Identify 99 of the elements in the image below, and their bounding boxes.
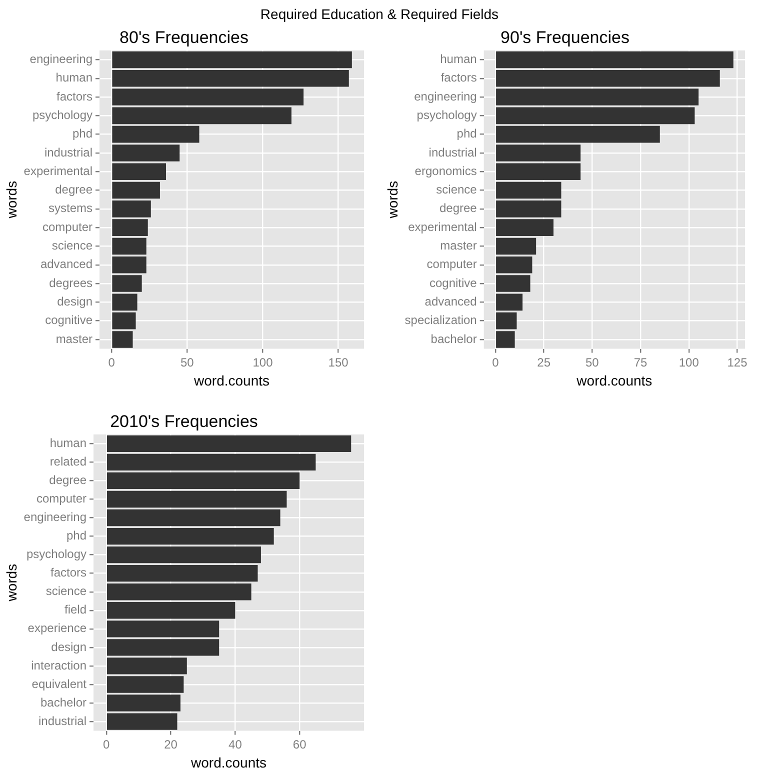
- bar: [107, 509, 280, 526]
- x-axis-title: word.counts: [190, 754, 266, 770]
- bar: [112, 238, 146, 255]
- bar: [112, 51, 352, 68]
- bar: [496, 126, 660, 143]
- y-tick-label: psychology: [416, 108, 477, 122]
- y-tick-label: equivalent: [32, 676, 88, 691]
- y-tick-label: human: [440, 52, 477, 66]
- y-tick-label: bachelor: [40, 695, 87, 710]
- y-axis-title: words: [3, 564, 20, 602]
- y-tick-label: phd: [456, 126, 477, 141]
- bar: [496, 312, 517, 330]
- y-tick-label: factors: [50, 566, 87, 580]
- x-tick-label: 50: [180, 355, 194, 370]
- y-tick-label: advanced: [40, 257, 92, 272]
- y-tick-label: design: [57, 294, 92, 308]
- chart-title: 90's Frequencies: [500, 28, 630, 47]
- bar: [107, 454, 316, 471]
- y-tick-label: engineering: [414, 89, 477, 104]
- y-tick-label: computer: [42, 220, 92, 234]
- x-tick-label: 20: [164, 737, 178, 752]
- bar: [112, 331, 133, 348]
- bar: [107, 565, 258, 582]
- bar: [112, 182, 160, 199]
- bar: [496, 107, 695, 124]
- y-tick-label: engineering: [24, 510, 87, 524]
- y-tick-label: cognitive: [45, 313, 93, 328]
- y-tick-label: computer: [426, 257, 477, 272]
- y-tick-label: degree: [49, 473, 87, 488]
- x-tick-label: 0: [103, 737, 110, 752]
- y-tick-label: engineering: [30, 52, 92, 66]
- x-axis-title: word.counts: [193, 372, 270, 388]
- y-tick-label: related: [50, 454, 87, 468]
- y-tick-label: master: [56, 332, 92, 346]
- y-tick-label: psychology: [32, 108, 92, 122]
- x-tick-label: 60: [292, 737, 307, 752]
- y-tick-label: advanced: [424, 294, 477, 308]
- y-tick-label: experience: [28, 621, 87, 636]
- bar: [112, 107, 292, 124]
- text: Required Education & Required Fields: [259, 6, 500, 22]
- bar: [107, 528, 274, 545]
- y-tick-label: experimental: [24, 164, 92, 178]
- x-tick-label: 100: [252, 355, 274, 370]
- y-tick-label: industrial: [38, 714, 87, 728]
- y-tick-label: human: [50, 436, 87, 450]
- bar: [112, 312, 136, 330]
- y-tick-label: phd: [72, 126, 92, 141]
- y-tick-label: interaction: [31, 658, 87, 672]
- y-tick-label: degree: [439, 201, 478, 216]
- bar: [107, 620, 220, 638]
- y-tick-label: computer: [36, 492, 87, 506]
- y-tick-label: bachelor: [430, 332, 477, 346]
- y-tick-label: science: [46, 584, 87, 598]
- y-tick-label: factors: [440, 70, 477, 85]
- bar: [496, 51, 734, 68]
- x-tick-label: 75: [634, 355, 648, 370]
- chart-title: 2010's Frequencies: [110, 412, 258, 431]
- x-tick-label: 0: [108, 355, 116, 370]
- bar: [496, 294, 523, 311]
- y-tick-label: factors: [56, 89, 92, 104]
- y-tick-label: ergonomics: [414, 164, 477, 178]
- y-tick-label: experimental: [408, 220, 477, 234]
- y-tick-label: science: [436, 182, 478, 197]
- bar: [107, 584, 252, 600]
- x-tick-label: 125: [727, 355, 748, 370]
- y-tick-label: design: [51, 640, 87, 654]
- bar: [112, 126, 200, 143]
- y-tick-label: industrial: [428, 145, 477, 160]
- bar: [107, 546, 261, 564]
- y-tick-label: cognitive: [429, 276, 478, 290]
- x-tick-label: 100: [678, 355, 700, 370]
- y-axis-title: words: [384, 180, 400, 220]
- y-tick-label: field: [64, 602, 87, 617]
- x-tick-label: 40: [228, 737, 242, 752]
- y-tick-label: master: [440, 238, 477, 253]
- x-tick-label: 50: [585, 355, 600, 370]
- bar: [107, 435, 352, 452]
- y-tick-label: industrial: [44, 145, 92, 160]
- x-tick-label: 0: [492, 355, 500, 370]
- y-tick-label: science: [52, 238, 93, 253]
- bar: [107, 602, 236, 619]
- bar: [112, 294, 138, 311]
- y-axis-title: words: [3, 180, 20, 220]
- bar: [107, 490, 287, 508]
- bar: [107, 472, 300, 490]
- bar: [496, 238, 536, 255]
- x-tick-label: 25: [537, 355, 551, 370]
- y-tick-label: systems: [48, 201, 92, 216]
- bar: [496, 331, 515, 348]
- y-tick-label: degrees: [49, 276, 92, 290]
- x-axis-title: word.counts: [576, 372, 652, 388]
- y-tick-label: degree: [55, 182, 93, 197]
- x-tick-label: 150: [328, 355, 349, 370]
- chart-title: 80's Frequencies: [120, 28, 248, 47]
- y-tick-label: phd: [66, 528, 87, 543]
- y-tick-label: specialization: [404, 313, 477, 328]
- y-tick-label: psychology: [26, 547, 87, 562]
- bar: [496, 182, 562, 199]
- y-tick-label: human: [56, 70, 92, 85]
